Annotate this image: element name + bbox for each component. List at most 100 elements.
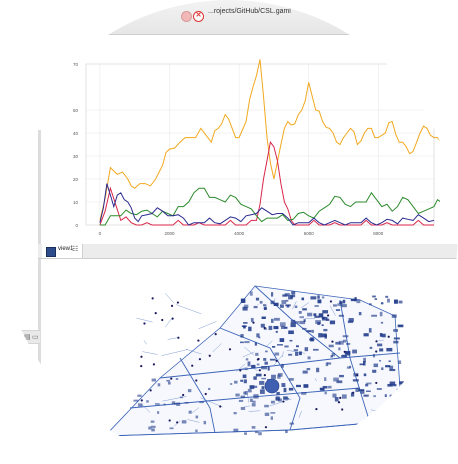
street: [191, 407, 199, 414]
building: [331, 352, 336, 357]
layers-icon[interactable]: ☰: [14, 334, 21, 341]
building: [288, 330, 294, 335]
split-icon[interactable]: ▤: [24, 334, 31, 341]
street: [161, 349, 188, 356]
building: [265, 350, 268, 353]
street: [244, 346, 255, 356]
building: [373, 395, 376, 398]
building: [234, 380, 238, 384]
agent-dot: [343, 350, 346, 353]
agent-dot: [152, 363, 156, 366]
building: [274, 352, 280, 356]
building: [389, 365, 394, 370]
building: [233, 412, 237, 415]
building: [263, 304, 267, 307]
building: [285, 299, 289, 302]
building: [242, 374, 247, 379]
building: [393, 329, 398, 332]
building: [279, 338, 285, 342]
building: [393, 396, 399, 401]
close-button[interactable]: ✕: [193, 11, 204, 22]
left-panel-divider[interactable]: [38, 130, 41, 405]
agent-dot: [168, 419, 171, 422]
window-titlebar: ✕ ...rojects/GitHub/CSL.gaml: [60, 0, 420, 35]
building: [310, 337, 314, 342]
building: [261, 377, 267, 380]
building: [363, 357, 366, 363]
agent-dot: [154, 312, 157, 315]
window-icon[interactable]: ▭: [32, 334, 39, 341]
building: [324, 377, 327, 381]
building: [341, 304, 347, 308]
building: [271, 374, 276, 379]
building: [243, 379, 247, 384]
building: [360, 389, 365, 394]
tab-view1[interactable]: view1 ☷: [42, 244, 83, 258]
street: [187, 419, 200, 423]
building: [307, 312, 313, 317]
building: [245, 358, 249, 361]
agent-dot: [143, 322, 146, 325]
building: [323, 328, 328, 332]
building: [302, 327, 307, 330]
building: [307, 356, 311, 360]
building: [397, 324, 404, 328]
building: [296, 384, 301, 388]
sidebar-scrollbar[interactable]: [36, 365, 40, 410]
street: [247, 394, 250, 403]
building: [311, 329, 314, 333]
building: [254, 431, 259, 434]
building: [385, 295, 389, 298]
agent-dot: [331, 340, 334, 343]
building: [295, 345, 299, 348]
building: [312, 348, 319, 351]
building: [329, 320, 336, 325]
building: [299, 320, 306, 325]
map-display[interactable]: [40, 258, 458, 464]
stop-icon[interactable]: ◉: [24, 344, 32, 353]
building: [334, 397, 339, 402]
building: [283, 396, 288, 400]
building: [253, 385, 258, 388]
building: [258, 432, 262, 436]
building: [270, 416, 273, 420]
building: [363, 373, 367, 377]
minimize-button[interactable]: [181, 11, 192, 22]
building: [252, 400, 256, 403]
agent-dot: [208, 354, 211, 357]
refresh-icon[interactable]: ◎: [5, 344, 12, 353]
street: [298, 410, 302, 418]
street: [282, 351, 284, 358]
building: [157, 383, 161, 387]
building: [283, 387, 287, 393]
building: [385, 365, 391, 368]
building: [335, 309, 341, 311]
building: [321, 324, 324, 327]
building: [381, 333, 386, 338]
agent-dot: [170, 304, 174, 307]
building: [293, 349, 298, 352]
building: [356, 299, 361, 304]
building: [261, 316, 266, 320]
building: [166, 379, 171, 382]
building: [259, 380, 265, 385]
building: [319, 387, 325, 391]
agent-dot: [176, 301, 179, 304]
agent-dot: [337, 401, 341, 404]
y-tick-label: 70: [73, 62, 79, 67]
agent-dot: [329, 300, 333, 303]
building: [292, 294, 296, 298]
legend-swatch: [452, 172, 457, 175]
building: [260, 323, 265, 328]
agent-dot: [352, 391, 355, 394]
building: [243, 391, 246, 395]
building: [175, 378, 179, 380]
building: [322, 385, 328, 389]
building: [258, 336, 261, 339]
agent-dot: [182, 393, 185, 397]
tab-menu-icon[interactable]: ☷: [72, 246, 79, 253]
series-navy-line: [99, 183, 435, 226]
building: [398, 360, 402, 365]
building: [268, 325, 273, 331]
building: [369, 303, 372, 306]
